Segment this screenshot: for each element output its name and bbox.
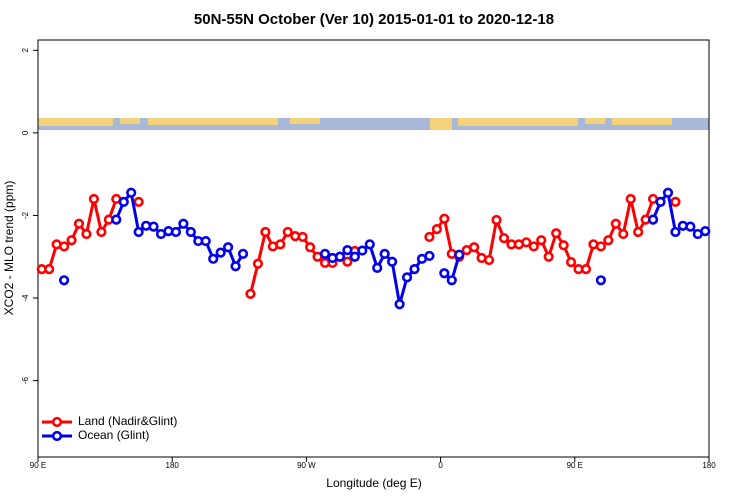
series-line bbox=[114, 189, 706, 305]
plot-frame bbox=[37, 39, 710, 458]
data-point bbox=[439, 268, 450, 279]
data-point bbox=[275, 239, 286, 250]
data-point bbox=[551, 228, 562, 239]
data-point bbox=[469, 242, 480, 253]
data-point bbox=[223, 242, 234, 253]
data-point bbox=[58, 241, 70, 252]
data-point bbox=[379, 248, 390, 259]
data-point bbox=[66, 235, 77, 246]
data-point bbox=[170, 226, 182, 238]
data-point bbox=[133, 226, 144, 238]
legend-marker bbox=[51, 430, 63, 442]
data-point bbox=[88, 193, 100, 205]
data-point bbox=[252, 258, 264, 269]
x-axis-label: Longitude (deg E) bbox=[326, 476, 421, 490]
data-point bbox=[498, 233, 510, 244]
data-point bbox=[528, 241, 539, 252]
y-tick-label: 0 bbox=[21, 130, 30, 135]
data-point bbox=[647, 214, 659, 225]
data-point bbox=[700, 226, 711, 237]
y-tick-label: -2 bbox=[21, 211, 30, 219]
legend-marker bbox=[51, 416, 63, 428]
data-point bbox=[245, 288, 256, 300]
data-point bbox=[387, 256, 398, 267]
data-point bbox=[454, 249, 465, 260]
series-line bbox=[42, 199, 676, 294]
data-point bbox=[603, 235, 614, 246]
data-point bbox=[424, 231, 435, 243]
data-point bbox=[178, 218, 189, 229]
data-point bbox=[126, 187, 137, 198]
x-tick-label: 90 E bbox=[567, 461, 583, 470]
x-tick-label: 180 bbox=[702, 461, 716, 470]
x-tick-label: 90 E bbox=[30, 461, 46, 470]
data-point bbox=[424, 250, 435, 262]
data-point bbox=[237, 248, 249, 259]
y-tick-label: -4 bbox=[21, 294, 30, 302]
data-point bbox=[357, 245, 368, 256]
y-tick-label: 2 bbox=[21, 48, 30, 53]
x-tick-label: 180 bbox=[166, 461, 180, 470]
land-ocean-strip bbox=[38, 118, 709, 130]
data-point bbox=[260, 226, 271, 238]
data-point bbox=[536, 235, 547, 246]
legend-label: Ocean (Glint) bbox=[78, 428, 149, 442]
data-point bbox=[521, 237, 532, 248]
data-point bbox=[58, 275, 70, 286]
data-point bbox=[230, 261, 241, 272]
data-point bbox=[670, 226, 681, 238]
data-point bbox=[610, 218, 621, 229]
data-point bbox=[305, 242, 316, 253]
data-point bbox=[200, 235, 211, 247]
data-point bbox=[431, 223, 442, 235]
data-point bbox=[625, 193, 636, 205]
data-point bbox=[409, 264, 420, 275]
data-point bbox=[580, 264, 592, 275]
y-axis-label: XCO2 - MLO trend (ppm) bbox=[2, 181, 16, 316]
x-tick-label: 0 bbox=[438, 461, 443, 470]
data-point bbox=[543, 251, 554, 262]
data-point bbox=[215, 247, 226, 258]
data-point bbox=[662, 187, 674, 198]
data-point bbox=[394, 299, 405, 310]
data-point bbox=[334, 251, 346, 262]
data-point bbox=[148, 221, 159, 232]
data-point bbox=[439, 213, 450, 224]
x-tick-label: 90 W bbox=[297, 461, 316, 470]
data-point bbox=[208, 253, 219, 264]
data-point bbox=[282, 226, 293, 238]
y-tick-label: -6 bbox=[21, 377, 30, 385]
data-point bbox=[670, 196, 681, 207]
data-point bbox=[111, 214, 122, 225]
data-point bbox=[401, 272, 413, 283]
data-point bbox=[685, 221, 696, 232]
data-point bbox=[342, 245, 353, 256]
data-point bbox=[73, 218, 85, 229]
legend-label: Land (Nadir&Glint) bbox=[78, 414, 177, 428]
data-point bbox=[618, 228, 629, 240]
data-point bbox=[297, 231, 308, 243]
data-point bbox=[372, 262, 383, 274]
data-point bbox=[655, 196, 666, 207]
data-point bbox=[349, 251, 360, 262]
data-point bbox=[633, 226, 644, 238]
data-point bbox=[133, 196, 144, 207]
data-point bbox=[81, 228, 92, 240]
data-point bbox=[483, 254, 495, 266]
data-point bbox=[319, 248, 331, 259]
data-point bbox=[96, 226, 107, 238]
data-point bbox=[595, 275, 606, 286]
data-point bbox=[446, 275, 457, 286]
chart-title: 50N-55N October (Ver 10) 2015-01-01 to 2… bbox=[194, 11, 554, 28]
data-point bbox=[44, 264, 55, 275]
data-point bbox=[595, 241, 606, 252]
data-point bbox=[118, 196, 129, 207]
data-point bbox=[185, 226, 196, 238]
data-point bbox=[491, 214, 502, 226]
data-point bbox=[565, 257, 577, 268]
data-point bbox=[364, 239, 375, 250]
data-point bbox=[342, 256, 353, 267]
data-point bbox=[558, 240, 569, 251]
